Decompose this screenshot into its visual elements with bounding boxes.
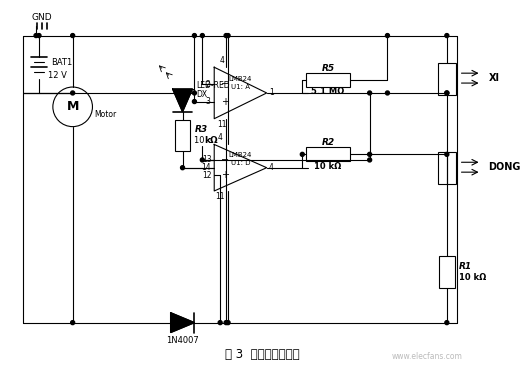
Circle shape bbox=[386, 33, 389, 38]
Circle shape bbox=[200, 158, 204, 162]
Circle shape bbox=[71, 321, 75, 324]
Text: 14: 14 bbox=[202, 163, 211, 172]
Text: DX: DX bbox=[196, 91, 207, 99]
Circle shape bbox=[445, 91, 449, 95]
Text: +: + bbox=[221, 97, 229, 106]
Circle shape bbox=[193, 100, 196, 103]
Bar bbox=[306, 73, 350, 87]
Text: BAT1: BAT1 bbox=[51, 58, 72, 67]
Text: R1: R1 bbox=[459, 262, 472, 271]
Text: 10 kΩ: 10 kΩ bbox=[314, 162, 342, 171]
Bar bbox=[438, 152, 456, 184]
Text: R3: R3 bbox=[195, 125, 207, 134]
Circle shape bbox=[200, 33, 204, 38]
Text: 10: 10 bbox=[195, 136, 207, 145]
Text: 3: 3 bbox=[206, 97, 211, 106]
Text: R2: R2 bbox=[322, 138, 335, 147]
Text: www.elecfans.com: www.elecfans.com bbox=[391, 352, 462, 361]
Text: +: + bbox=[221, 170, 229, 180]
Text: U1: A: U1: A bbox=[231, 84, 250, 90]
Circle shape bbox=[368, 152, 371, 156]
Polygon shape bbox=[172, 89, 193, 112]
Bar bbox=[439, 256, 455, 288]
Circle shape bbox=[224, 33, 228, 38]
Circle shape bbox=[368, 158, 371, 162]
Text: −: − bbox=[221, 79, 229, 89]
Text: 5.1 MΩ: 5.1 MΩ bbox=[312, 88, 345, 97]
Text: 4: 4 bbox=[220, 56, 225, 65]
Circle shape bbox=[193, 91, 196, 95]
Circle shape bbox=[445, 152, 449, 156]
Text: LMB24: LMB24 bbox=[229, 76, 252, 82]
Text: LED-RED: LED-RED bbox=[196, 80, 230, 89]
Text: 1: 1 bbox=[269, 88, 274, 97]
Circle shape bbox=[218, 321, 222, 324]
Circle shape bbox=[71, 33, 75, 38]
Text: 10 kΩ: 10 kΩ bbox=[459, 273, 486, 282]
Circle shape bbox=[445, 33, 449, 38]
Circle shape bbox=[71, 91, 75, 95]
Text: 4: 4 bbox=[218, 133, 223, 142]
Bar bbox=[438, 63, 456, 95]
Circle shape bbox=[445, 91, 449, 95]
Text: R5: R5 bbox=[322, 64, 335, 73]
Circle shape bbox=[193, 33, 196, 38]
Text: 1N4007: 1N4007 bbox=[166, 336, 199, 345]
Text: U1: D: U1: D bbox=[231, 160, 250, 166]
Text: −: − bbox=[221, 155, 229, 165]
Circle shape bbox=[224, 321, 228, 324]
Text: GND: GND bbox=[31, 13, 52, 22]
Text: 11: 11 bbox=[215, 193, 225, 202]
Text: 12: 12 bbox=[203, 171, 212, 180]
Text: XI: XI bbox=[488, 73, 499, 83]
Circle shape bbox=[445, 321, 449, 324]
Text: Motor: Motor bbox=[95, 110, 117, 119]
Polygon shape bbox=[171, 313, 195, 332]
Circle shape bbox=[180, 166, 185, 170]
Bar bbox=[175, 120, 190, 152]
Text: DONG: DONG bbox=[488, 162, 521, 172]
Text: 图 3  方位角控制电路: 图 3 方位角控制电路 bbox=[225, 348, 300, 361]
Circle shape bbox=[226, 321, 230, 324]
Text: 4: 4 bbox=[268, 163, 273, 172]
Circle shape bbox=[226, 33, 230, 38]
Text: kΩ: kΩ bbox=[204, 136, 218, 145]
Text: 11: 11 bbox=[217, 120, 227, 129]
Circle shape bbox=[300, 152, 304, 156]
Circle shape bbox=[368, 91, 371, 95]
Bar bbox=[306, 147, 350, 161]
Text: 12 V: 12 V bbox=[48, 71, 67, 80]
Text: 13: 13 bbox=[203, 155, 212, 164]
Text: M: M bbox=[67, 100, 79, 113]
Circle shape bbox=[386, 91, 389, 95]
Circle shape bbox=[37, 33, 41, 38]
Circle shape bbox=[34, 33, 38, 38]
Text: 2: 2 bbox=[206, 80, 211, 89]
Text: LMB24: LMB24 bbox=[229, 152, 252, 158]
